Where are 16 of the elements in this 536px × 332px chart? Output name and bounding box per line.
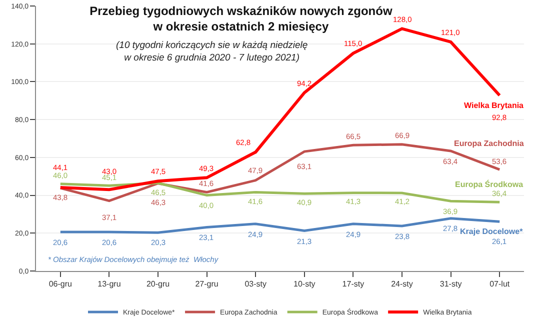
text: Kraje Docelowe* — [460, 227, 523, 236]
x-tick-label: 24-sty — [391, 280, 413, 289]
x-tick-label: 17-sty — [342, 280, 364, 289]
text: Wielka Brytania — [464, 101, 524, 110]
x-tick-label: 06-gru — [48, 280, 72, 289]
text: Europa Zachodnia — [454, 139, 524, 148]
x-tick-label: 10-sty — [294, 280, 316, 289]
x-tick-label: 07-lut — [490, 280, 510, 289]
text: (10 tygodni kończących sie w każdą niedzielę w okresie 6 grudnia 2020 - 7 lutego 2021) — [116, 40, 308, 64]
x-tick-label: 20-gru — [146, 280, 170, 289]
text: Europa Środkowa — [455, 180, 524, 189]
text: Przebieg tygodniowych wskaźników nowych zgonów w okresie ostatnich 2 miesięcy — [90, 4, 393, 34]
x-tick-label: 27-gru — [195, 280, 218, 289]
x-tick-label: 31-sty — [440, 280, 462, 289]
x-tick-label: 13-gru — [98, 280, 121, 289]
x-tick-label: 03-sty — [244, 280, 266, 289]
